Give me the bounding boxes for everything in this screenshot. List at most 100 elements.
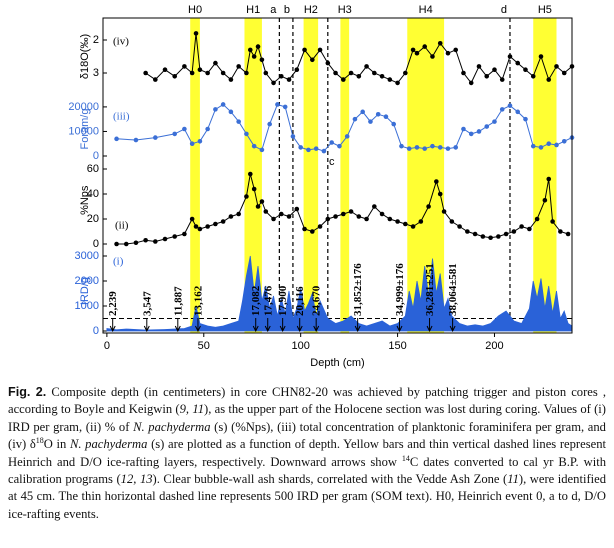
- marker: [507, 103, 513, 108]
- marker: [294, 67, 300, 72]
- marker: [391, 121, 397, 127]
- marker: [530, 143, 536, 149]
- marker: [251, 186, 257, 192]
- marker: [410, 47, 416, 53]
- marker: [488, 235, 493, 241]
- marker: [406, 146, 412, 151]
- marker: [182, 126, 187, 132]
- panel-label: (ii): [115, 220, 129, 232]
- date-label: 36,281±251: [424, 263, 436, 316]
- fig-label: Fig. 2.: [8, 385, 47, 399]
- x-tick-label: 0: [104, 340, 110, 352]
- y-axis-label: δ18O(‰): [79, 34, 91, 79]
- marker: [294, 206, 300, 212]
- marker: [162, 67, 168, 72]
- marker: [437, 191, 443, 197]
- y-tick-label: 40: [87, 188, 99, 200]
- marker: [492, 119, 497, 124]
- marker: [457, 224, 462, 229]
- marker: [213, 221, 218, 227]
- marker: [437, 145, 443, 150]
- date-arrow: [143, 318, 150, 333]
- marker: [499, 77, 505, 82]
- marker: [523, 116, 528, 122]
- marker: [193, 31, 199, 36]
- marker: [496, 234, 501, 239]
- marker: [476, 64, 482, 69]
- marker: [189, 216, 195, 222]
- marker: [356, 74, 362, 79]
- caption-species: N. pachyderma: [133, 419, 211, 434]
- marker: [372, 204, 377, 209]
- caption-text: O in: [43, 437, 70, 452]
- date-arrow: [174, 318, 181, 333]
- marker: [387, 77, 393, 82]
- marker: [302, 47, 307, 53]
- marker: [387, 216, 393, 222]
- marker: [484, 124, 490, 129]
- date-arrow: [195, 318, 201, 333]
- date-label: 17,900: [277, 285, 289, 316]
- marker: [259, 57, 265, 63]
- date-label: 31,852±176: [352, 263, 364, 316]
- marker: [348, 209, 354, 214]
- marker: [172, 131, 178, 137]
- date-label: 2,239: [107, 291, 119, 316]
- marker: [114, 136, 119, 142]
- marker: [546, 141, 552, 147]
- date-label: 38,064±581: [447, 263, 459, 316]
- marker: [468, 80, 474, 86]
- marker: [352, 116, 358, 122]
- event-label: H3: [338, 4, 352, 16]
- date-arrow: [252, 318, 259, 333]
- x-axis-label: Depth (cm): [310, 357, 364, 369]
- y-tick-label: 0: [93, 325, 99, 337]
- marker: [213, 60, 218, 66]
- marker: [123, 241, 129, 247]
- date-arrow: [426, 318, 433, 333]
- y-axis-label: %Nps: [79, 185, 91, 215]
- x-tick-label: 50: [198, 340, 210, 352]
- marker: [278, 211, 284, 217]
- marker: [236, 119, 241, 124]
- area: [106, 255, 573, 332]
- date-label: 3,547: [141, 291, 153, 316]
- marker: [189, 70, 195, 76]
- y-axis-label: IRD/g: [79, 277, 91, 305]
- date-label: 20,116: [294, 286, 306, 316]
- event-label: H1: [246, 4, 260, 16]
- date-label: 11,887: [172, 286, 184, 316]
- marker: [364, 216, 369, 222]
- marker: [356, 214, 362, 219]
- marker: [213, 107, 218, 112]
- y-tick-label: 2000: [75, 275, 99, 287]
- marker: [251, 143, 257, 149]
- date-label: 17,082: [250, 285, 262, 316]
- marker: [220, 102, 226, 107]
- x-tick-label: 200: [485, 340, 503, 352]
- marker: [228, 109, 234, 115]
- y-tick-label: 0: [93, 238, 99, 250]
- marker: [271, 80, 276, 86]
- marker: [538, 145, 544, 150]
- event-label: d: [501, 4, 507, 16]
- marker: [255, 204, 261, 209]
- marker: [430, 54, 435, 59]
- marker: [561, 138, 567, 144]
- marker: [461, 70, 466, 76]
- marker: [143, 70, 148, 76]
- marker: [534, 216, 540, 222]
- marker: [259, 199, 265, 204]
- event-band: [190, 18, 200, 333]
- marker: [133, 137, 139, 143]
- marker: [313, 146, 319, 151]
- y-tick-label: 1000: [75, 300, 99, 312]
- marker: [511, 229, 517, 234]
- date-arrow: [396, 318, 403, 333]
- caption-sup: 18: [35, 436, 44, 446]
- marker: [310, 229, 315, 234]
- marker: [220, 70, 226, 76]
- marker: [507, 54, 513, 59]
